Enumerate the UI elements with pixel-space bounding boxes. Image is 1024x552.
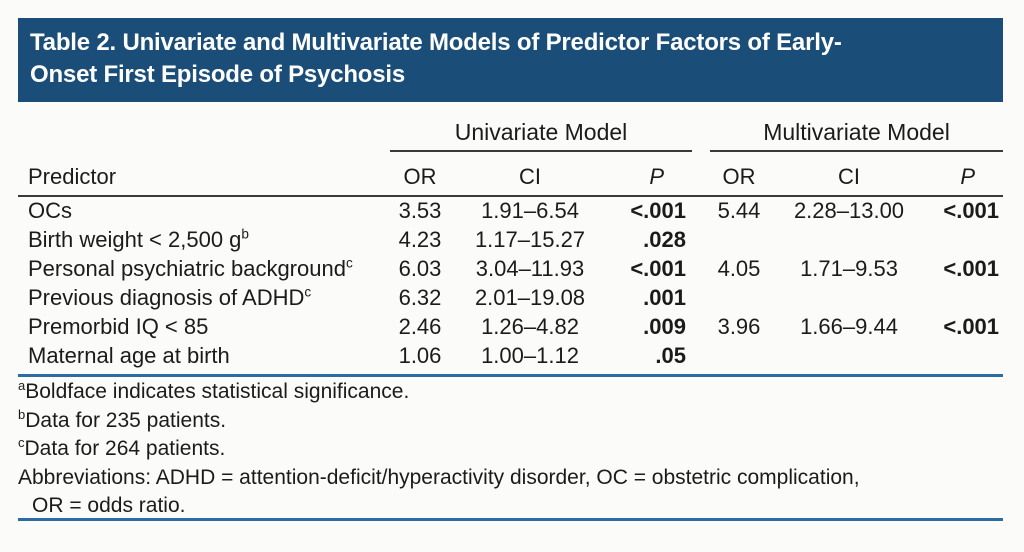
footnote-b-marker: b bbox=[18, 406, 26, 422]
table-title-line-1: Table 2. Univariate and Multivariate Mod… bbox=[30, 29, 842, 56]
univariate-or-cell: 6.03 bbox=[398, 255, 442, 281]
univariate-or-cell: 2.46 bbox=[398, 313, 442, 339]
univariate-or-cell: 6.32 bbox=[398, 284, 442, 310]
gap-cell bbox=[692, 254, 710, 283]
figure-bottom-rule bbox=[18, 518, 1003, 521]
univariate-ci-cell: 3.04–11.93 bbox=[475, 255, 585, 281]
group-gap bbox=[692, 102, 710, 151]
footnote-c-marker: c bbox=[18, 435, 25, 450]
univariate-p-cell: .028 bbox=[643, 226, 686, 252]
multivariate-ci-cell bbox=[768, 225, 930, 254]
predictor-label: Premorbid IQ < 85 bbox=[28, 313, 209, 339]
multivariate-or-cell bbox=[710, 283, 768, 312]
table-title-bar: Table 2. Univariate and Multivariate Mod… bbox=[18, 18, 1003, 102]
gap-cell bbox=[692, 341, 710, 370]
multivariate-ci-cell: 1.66–9.44 bbox=[800, 313, 898, 339]
table-row: OCs 3.53 1.91–6.54 <.001 5.44 2.28–13.00… bbox=[18, 196, 1003, 225]
column-header-multivariate-p: P bbox=[930, 151, 1004, 197]
table-bottom-rule bbox=[18, 374, 1003, 377]
univariate-ci-cell: 1.17–15.27 bbox=[474, 226, 586, 252]
multivariate-or-cell: 4.05 bbox=[717, 255, 761, 281]
univariate-p-cell: .05 bbox=[655, 342, 686, 368]
footnote-c: cData for 264 patients. bbox=[18, 435, 1003, 464]
multivariate-ci-cell bbox=[768, 341, 930, 370]
multivariate-ci-cell: 1.71–9.53 bbox=[800, 255, 898, 281]
table-row: Maternal age at birth 1.06 1.00–1.12 .05 bbox=[18, 341, 1003, 370]
group-header-row: Univariate Model Multivariate Model bbox=[18, 102, 1004, 152]
predictor-cell: Birth weight < 2,500 gb bbox=[18, 225, 390, 254]
group-header-multivariate: Multivariate Model bbox=[710, 102, 1004, 152]
data-table: Univariate Model Multivariate Model Pred… bbox=[18, 102, 1004, 370]
multivariate-p-cell: <.001 bbox=[943, 255, 1000, 281]
univariate-p-cell: <.001 bbox=[630, 198, 686, 223]
multivariate-ci-cell: 2.28–13.00 bbox=[793, 198, 905, 223]
footnote-c-text: Data for 264 patients. bbox=[24, 437, 226, 460]
column-header-predictor: Predictor bbox=[18, 151, 390, 197]
predictor-cell: Premorbid IQ < 85 bbox=[18, 312, 390, 341]
predictor-label: OCs bbox=[28, 198, 72, 223]
column-header-univariate-or: OR bbox=[390, 151, 450, 197]
footnote-a-text: Boldface indicates statistical significa… bbox=[25, 380, 410, 403]
univariate-ci-cell: 1.00–1.12 bbox=[481, 342, 579, 368]
univariate-p-cell: <.001 bbox=[630, 255, 686, 281]
column-header-row: Predictor OR CI P OR CI P bbox=[18, 151, 1004, 197]
group-header-univariate: Univariate Model bbox=[390, 102, 692, 152]
table-title-line-2: Onset First Episode of Psychosis bbox=[30, 61, 406, 88]
gap-cell bbox=[692, 196, 710, 225]
group-header-spacer bbox=[18, 102, 390, 151]
multivariate-or-cell: 5.44 bbox=[717, 198, 761, 223]
gap-cell bbox=[692, 283, 710, 312]
gap-cell bbox=[692, 225, 710, 254]
abbreviations-line-2: OR = odds ratio. bbox=[32, 494, 186, 517]
table-row: Premorbid IQ < 85 2.46 1.26–4.82 .009 3.… bbox=[18, 312, 1003, 341]
univariate-p-cell: .009 bbox=[643, 313, 686, 339]
multivariate-p-cell: <.001 bbox=[943, 313, 1000, 339]
column-gap bbox=[692, 151, 710, 197]
abbreviations-line-1: Abbreviations: ADHD = attention-deficit/… bbox=[18, 465, 860, 489]
univariate-or-cell: 3.53 bbox=[398, 198, 442, 223]
predictor-label: Previous diagnosis of ADHD bbox=[28, 284, 305, 310]
footnote-marker: c bbox=[345, 255, 353, 271]
column-header-multivariate-or: OR bbox=[710, 151, 768, 197]
univariate-ci-cell: 2.01–19.08 bbox=[474, 284, 586, 310]
table-row: Previous diagnosis of ADHDc 6.32 2.01–19… bbox=[18, 283, 1003, 312]
univariate-ci-cell: 1.26–4.82 bbox=[481, 313, 579, 339]
predictor-label: Personal psychiatric background bbox=[28, 255, 346, 281]
footnote-b-text: Data for 235 patients. bbox=[25, 408, 227, 432]
multivariate-ci-cell bbox=[768, 283, 930, 312]
footnote-a: aBoldface indicates statistical signific… bbox=[18, 378, 1003, 407]
multivariate-p-cell bbox=[930, 283, 1003, 312]
footnotes-block: aBoldface indicates statistical signific… bbox=[18, 378, 1003, 521]
predictor-cell: Previous diagnosis of ADHDc bbox=[18, 283, 390, 312]
table-row: Birth weight < 2,500 gb 4.23 1.17–15.27 … bbox=[18, 225, 1003, 254]
column-header-multivariate-ci: CI bbox=[768, 151, 930, 197]
multivariate-or-cell: 3.96 bbox=[717, 313, 761, 339]
multivariate-p-cell: <.001 bbox=[943, 198, 1000, 223]
univariate-ci-cell: 1.91–6.54 bbox=[481, 198, 579, 223]
univariate-or-cell: 1.06 bbox=[398, 342, 442, 368]
multivariate-p-cell bbox=[930, 341, 1003, 370]
table-row: Personal psychiatric backgroundc 6.03 3.… bbox=[18, 254, 1003, 283]
column-header-univariate-ci: CI bbox=[450, 151, 610, 197]
univariate-p-cell: .001 bbox=[643, 284, 686, 310]
predictor-cell: Maternal age at birth bbox=[18, 341, 390, 370]
multivariate-or-cell bbox=[710, 341, 768, 370]
footnote-a-marker: a bbox=[18, 378, 26, 393]
predictor-label: Birth weight < 2,500 g bbox=[28, 226, 242, 252]
predictor-cell: Personal psychiatric backgroundc bbox=[18, 254, 390, 283]
univariate-or-cell: 4.23 bbox=[398, 226, 442, 252]
footnote-marker: c bbox=[304, 284, 312, 300]
column-header-univariate-p: P bbox=[610, 151, 692, 197]
predictor-label: Maternal age at birth bbox=[28, 342, 230, 368]
multivariate-or-cell bbox=[710, 225, 768, 254]
gap-cell bbox=[692, 312, 710, 341]
predictor-cell: OCs bbox=[18, 196, 390, 225]
footnote-marker: b bbox=[241, 226, 249, 242]
footnote-b: bData for 235 patients. bbox=[18, 407, 1003, 436]
data-table-container: Univariate Model Multivariate Model Pred… bbox=[18, 102, 1004, 377]
multivariate-p-cell bbox=[930, 225, 1003, 254]
